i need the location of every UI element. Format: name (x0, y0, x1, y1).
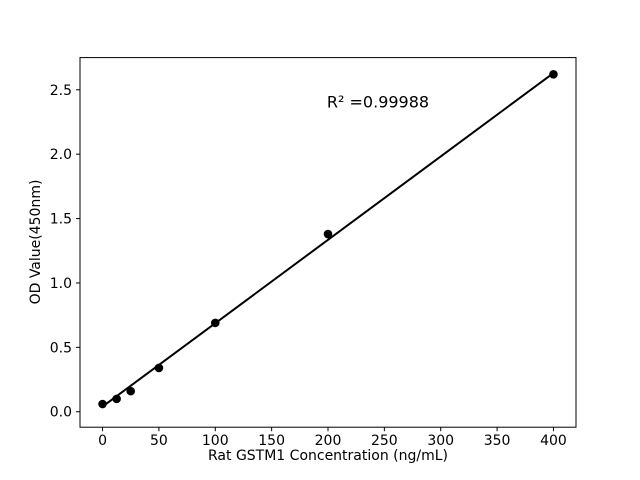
data-point (210, 318, 220, 328)
x-axis-label: Rat GSTM1 Concentration (ng/mL) (208, 448, 448, 464)
y-axis-label: OD Value(450nm) (28, 179, 44, 305)
data-point (154, 363, 164, 373)
x-tick-label: 400 (540, 433, 567, 449)
fit-line (101, 72, 555, 408)
y-tick-label: 0.0 (50, 405, 72, 421)
plot-frame (79, 57, 577, 428)
x-tick-label: 300 (427, 433, 454, 449)
y-tick-label: 2.5 (50, 83, 72, 99)
x-tick-label: 150 (258, 433, 285, 449)
data-point (549, 70, 558, 79)
x-tick-label: 50 (150, 433, 168, 449)
x-tick-label: 350 (484, 433, 511, 449)
data-point (323, 229, 333, 239)
y-tick-label: 0.5 (50, 340, 72, 356)
r-squared-annotation: R² =0.99988 (326, 92, 430, 112)
data-point (126, 386, 136, 396)
data-point (112, 394, 121, 404)
x-tick-label: 0 (98, 433, 107, 449)
y-tick-label: 2.0 (50, 147, 72, 163)
y-tick-label: 1.0 (50, 276, 72, 292)
x-tick-label: 250 (371, 433, 398, 449)
x-tick-label: 100 (202, 433, 229, 449)
data-point (98, 399, 107, 409)
x-tick-label: 200 (315, 433, 342, 449)
y-tick-label: 1.5 (50, 212, 72, 228)
